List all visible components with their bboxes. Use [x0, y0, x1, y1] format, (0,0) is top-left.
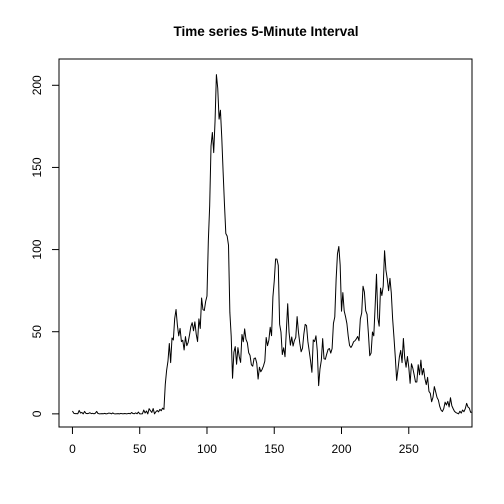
series-line [72, 74, 473, 415]
y-tick-label: 200 [30, 75, 44, 95]
x-tick-label: 50 [133, 442, 147, 456]
x-axis: 0 50 100 150 200 250 [69, 426, 419, 456]
x-tick-label: 100 [197, 442, 217, 456]
x-tick-label: 250 [399, 442, 419, 456]
plot-frame [58, 58, 473, 428]
y-tick-label: 50 [30, 325, 44, 339]
x-tick-label: 200 [331, 442, 351, 456]
y-tick-label: 100 [30, 239, 44, 259]
x-tick-label: 150 [264, 442, 284, 456]
y-axis: 0 50 100 150 200 [30, 75, 60, 417]
x-tick-label: 0 [69, 442, 76, 456]
y-tick-label: 150 [30, 157, 44, 177]
y-tick-label: 0 [30, 410, 44, 417]
chart-title: Time series 5-Minute Interval [173, 24, 358, 39]
